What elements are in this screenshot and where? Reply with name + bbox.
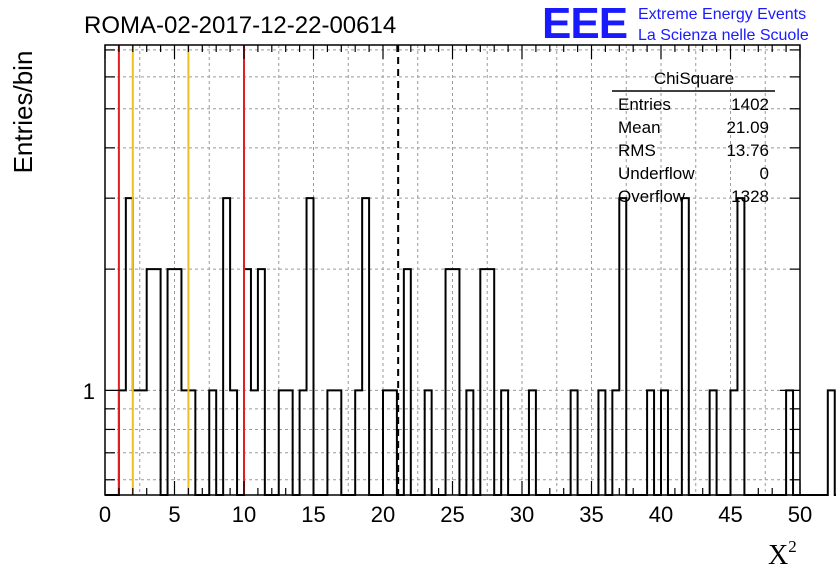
histogram-bin (258, 269, 265, 495)
histogram-bin (731, 390, 738, 495)
stats-row-label: Entries (618, 95, 671, 114)
x-tick-label: 40 (649, 502, 673, 527)
histogram-bin (286, 390, 293, 495)
histogram-bin (300, 390, 307, 495)
histogram-bin (140, 390, 147, 495)
histogram-bin (466, 390, 473, 495)
reference-lines (117, 45, 400, 495)
stats-row-label: Overflow (618, 187, 686, 206)
stats-rows: Entries 1402 Mean 21.09 RMS 13.76 Underflow 0 Ov… (618, 95, 769, 206)
x-tick-label: 10 (232, 502, 256, 527)
histogram-bin (571, 390, 578, 495)
x-axis-label-main: X (768, 540, 788, 571)
stats-row-value: 13.76 (726, 141, 769, 160)
histogram-bin (126, 198, 133, 495)
histogram-bin (390, 390, 397, 495)
histogram-bin (647, 390, 654, 495)
histogram-bin (362, 198, 369, 495)
x-tick-label: 15 (301, 502, 325, 527)
stats-title: ChiSquare (654, 69, 734, 88)
histogram-bin (251, 390, 258, 495)
histogram-bin (327, 390, 334, 495)
stats-box: ChiSquare Entries 1402 Mean 21.09 RMS 13.76 Un… (612, 69, 775, 206)
histogram-bin (175, 269, 182, 495)
histogram-bin (529, 390, 536, 495)
x-tick-label: 20 (371, 502, 395, 527)
histogram-bin (480, 269, 487, 495)
x-tick-label: 50 (788, 502, 812, 527)
x-tick-labels: 0 5 10 15 20 25 30 35 40 45 50 (99, 502, 812, 527)
eee-logo: EEE Extreme Energy Events La Scienza nel… (542, 0, 809, 48)
histogram-bin (619, 198, 626, 495)
axis-ticks (104, 45, 801, 495)
stats-row-label: Mean (618, 118, 661, 137)
histogram-bin (279, 390, 286, 495)
x-axis-label: X2 (768, 537, 797, 571)
x-tick-label: 25 (440, 502, 464, 527)
histogram-bin (355, 390, 362, 495)
x-tick-label: 45 (718, 502, 742, 527)
histogram-bin (133, 390, 140, 495)
histogram-bin (828, 390, 835, 495)
histogram-bin (154, 269, 161, 495)
histogram-bin (710, 390, 717, 495)
eee-logo-mark: EEE (542, 0, 627, 48)
y-axis-label: Entries/bin (8, 51, 38, 174)
x-tick-label: 35 (579, 502, 603, 527)
histogram-bin (487, 269, 494, 495)
x-tick-label: 0 (99, 502, 111, 527)
y-tick-label-1: 1 (83, 379, 95, 404)
chart-title: ROMA-02-2017-12-22-00614 (84, 12, 396, 39)
histogram-bin (612, 390, 619, 495)
histogram-bin (334, 390, 341, 495)
histogram-bin (598, 390, 605, 495)
histogram-bin (501, 390, 508, 495)
x-tick-label: 30 (510, 502, 534, 527)
histogram-bin (307, 198, 314, 495)
histogram-bin (168, 269, 175, 495)
histogram-bin (383, 390, 390, 495)
histogram-bin (404, 269, 411, 495)
histogram-bin (188, 390, 195, 495)
histogram-bin (230, 390, 237, 495)
stats-row-value: 1328 (731, 187, 769, 206)
stats-row-label: Underflow (618, 164, 695, 183)
x-tick-label: 5 (168, 502, 180, 527)
stats-row-value: 21.09 (726, 118, 769, 137)
histogram-bin (209, 390, 216, 495)
histogram-bin (147, 269, 154, 495)
eee-logo-line1: Extreme Energy Events (638, 6, 806, 23)
histogram-bin (661, 390, 668, 495)
histogram-bin (425, 390, 432, 495)
histogram-bin (682, 198, 689, 495)
histogram-bin (181, 390, 188, 495)
eee-logo-line2: La Scienza nelle Scuole (638, 27, 809, 44)
histogram-bin (223, 198, 230, 495)
histogram-bin (737, 198, 744, 495)
stats-row-value: 1402 (731, 95, 769, 114)
x-axis-label-superscript: 2 (788, 537, 797, 556)
histogram-bin (244, 269, 251, 495)
histogram-bin (453, 269, 460, 495)
stats-row-label: RMS (618, 141, 656, 160)
histogram-bin (446, 269, 453, 495)
histogram-bin (119, 390, 126, 495)
stats-row-value: 0 (760, 164, 769, 183)
